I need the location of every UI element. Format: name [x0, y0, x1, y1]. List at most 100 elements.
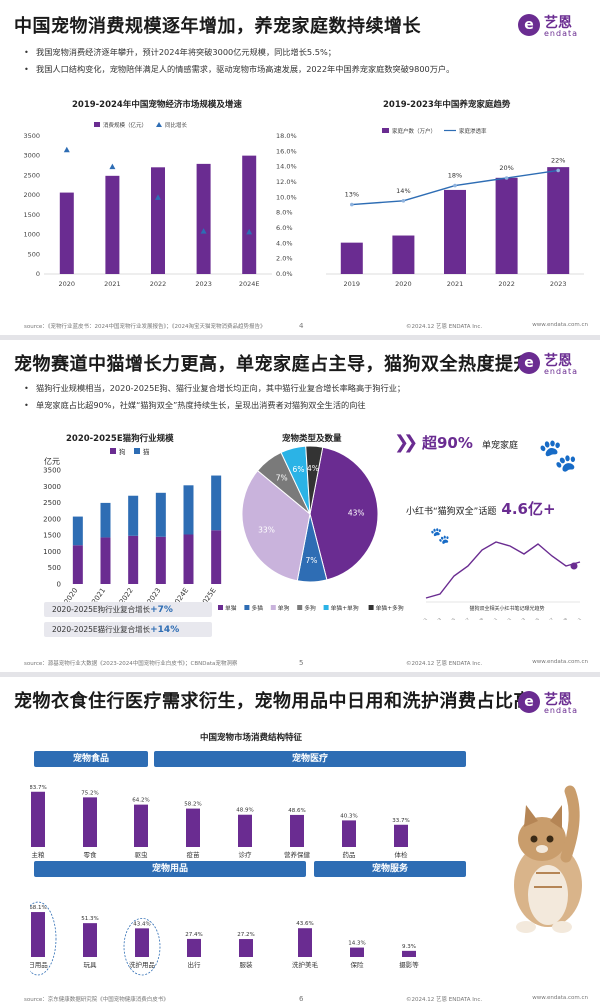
- footer-url[interactable]: www.endata.com.cn: [532, 659, 588, 665]
- household-chart: 家庭户数（万户） 家庭渗透率 2019 2020 2021 2022 2023 13% 14% 1…: [326, 127, 584, 288]
- page-number: 5: [299, 659, 304, 667]
- bar: [340, 242, 363, 274]
- dog-bar: [128, 535, 139, 584]
- legend-label: 狗: [119, 447, 126, 456]
- footer-source: source：《宠物行业蓝皮书：2024中国宠物行业发展报告》；《2024淘宝天…: [24, 324, 266, 330]
- y-tick-label: 3000: [43, 483, 61, 491]
- x-tick-label: 2019: [344, 280, 361, 288]
- category-label: 玩具: [84, 961, 98, 969]
- logo-mark-icon: e: [518, 14, 540, 36]
- growth-marker: [200, 228, 207, 234]
- data-label: 83.7%: [30, 785, 47, 791]
- cat-bar: [211, 475, 222, 531]
- data-label: 58.2%: [184, 802, 201, 808]
- legend-swatch: [323, 605, 329, 610]
- data-label: 27.4%: [185, 932, 202, 938]
- logo-en: endata: [544, 29, 579, 38]
- footer-url[interactable]: www.endata.com.cn: [532, 322, 588, 328]
- data-label: 48.6%: [288, 808, 305, 814]
- xhs-callout: 小红书“猫狗双全”话题 4.6亿+: [406, 498, 556, 519]
- legend-swatch: [94, 122, 100, 127]
- paw-print-icon-2: 🐾: [430, 526, 450, 545]
- y2-tick-label: 2.0%: [276, 255, 293, 263]
- cat-bar: [100, 502, 111, 538]
- data-label: 13%: [345, 191, 359, 199]
- penetration-point: [504, 176, 509, 180]
- group-header-food: 宠物食品: [34, 751, 148, 767]
- dog-bar: [155, 536, 166, 584]
- bar: [242, 155, 257, 274]
- penetration-point: [556, 168, 560, 173]
- cat-bar: [183, 485, 194, 535]
- slide-title: 宠物赛道中猫增长力更高，单宠家庭占主导，猫狗双全热度提升: [14, 354, 532, 375]
- data-label: 40.3%: [340, 813, 357, 819]
- bar: [342, 820, 356, 847]
- legend-swatch: [368, 605, 374, 610]
- x-tick-label: 2021: [447, 280, 464, 288]
- trend-x-label: 2024.01: [499, 617, 512, 620]
- pill-label: 2020-2025E狗行业复合增长: [52, 605, 151, 614]
- page-number: 6: [299, 995, 304, 1003]
- pill-value: +14%: [150, 625, 180, 635]
- data-label: 20%: [499, 164, 513, 172]
- growth-marker: [246, 228, 253, 235]
- group-header-service: 宠物服务: [314, 861, 466, 877]
- y-tick-label: 1000: [43, 548, 61, 556]
- cat-bar: [155, 492, 166, 537]
- data-label: 51.3%: [81, 916, 98, 922]
- bar: [394, 824, 408, 847]
- chart-title-household: 2019-2023年中国养宠家庭趋势: [383, 100, 511, 110]
- bar: [402, 950, 416, 957]
- legend-label: 多狗: [304, 604, 316, 612]
- x-tick-label: 2023: [195, 280, 212, 288]
- legend-label: 多猫: [251, 604, 263, 612]
- trend-line: [425, 541, 581, 599]
- market-scale-chart: 消费规模（亿元） 同比增长 0 500 1000 1500 2000 2500 3000 3500…: [23, 121, 296, 288]
- bullet-item: 我国宠物消费经济逐年攀升，预计2024年将突破3000亿元规模，同比增长5.5%…: [24, 44, 454, 61]
- endata-logo: e 艺恩 endata: [518, 689, 588, 717]
- y-tick-label: 2500: [43, 499, 61, 507]
- data-label: 14%: [396, 187, 410, 195]
- chart-title-pie: 宠物类型及数量: [282, 434, 342, 444]
- slice-label: 7%: [276, 473, 288, 482]
- endata-logo: e 艺恩 endata: [518, 350, 588, 378]
- y-tick-label: 0: [57, 581, 61, 589]
- slice-label: 33%: [258, 526, 275, 535]
- trend-x-label: 2024.09: [555, 617, 569, 620]
- slide-cat-dog: 宠物赛道中猫增长力更高，单宠家庭占主导，猫狗双全热度提升 e 艺恩 endata…: [0, 340, 600, 672]
- xhs-trend-chart: 猫狗双全相关小红书笔记曝光趋势2023.012023.032023.052023…: [420, 541, 582, 620]
- dog-bar: [211, 530, 222, 584]
- chart-title-structure: 中国宠物市场消费结构特征: [200, 733, 303, 743]
- category-label: 出行: [188, 960, 202, 969]
- footer-source: source：源基宠物行业大数据《2023-2024中国宠物行业白皮书》；CBN…: [24, 661, 238, 667]
- bar: [238, 814, 252, 847]
- bar: [547, 167, 570, 274]
- cat-illustration: [514, 785, 582, 933]
- pill-label: 2020-2025E猫行业复合增长: [52, 625, 151, 634]
- data-label: 27.2%: [237, 932, 254, 938]
- logo-cn: 艺恩: [544, 692, 572, 708]
- x-tick-label: 2022: [498, 280, 515, 288]
- legend-swatch: [218, 605, 223, 610]
- bullet-item: 我国人口结构变化，宠物陪伴满足人的情感需求，驱动宠物市场高速发展，2022年中国…: [24, 61, 454, 78]
- category-label: 主粮: [32, 850, 46, 859]
- chevron-icon: ❯❯: [394, 432, 418, 453]
- category-label: 诊疗: [239, 850, 253, 859]
- category-label: 疫苗: [187, 850, 201, 859]
- page-number: 4: [299, 322, 304, 330]
- dog-bar: [72, 545, 83, 584]
- dog-cagr-pill: 2020-2025E狗行业复合增长+7%: [44, 602, 212, 617]
- bar: [392, 235, 415, 274]
- data-label: 64.2%: [132, 798, 149, 804]
- logo-cn: 艺恩: [544, 15, 572, 31]
- footer-url[interactable]: www.endata.com.cn: [532, 995, 588, 1001]
- y-tick-label: 3000: [23, 152, 40, 160]
- bar: [187, 938, 201, 957]
- trend-x-label: 2023.05: [443, 617, 456, 620]
- data-label: 18%: [448, 172, 462, 180]
- legend-label: 单狗: [278, 604, 290, 612]
- bar: [83, 797, 97, 847]
- category-label: 营养保健: [284, 850, 311, 859]
- footer-copyright: ©2024.12 艺恩 ENDATA Inc.: [406, 661, 483, 667]
- legend-swatch: [382, 128, 389, 133]
